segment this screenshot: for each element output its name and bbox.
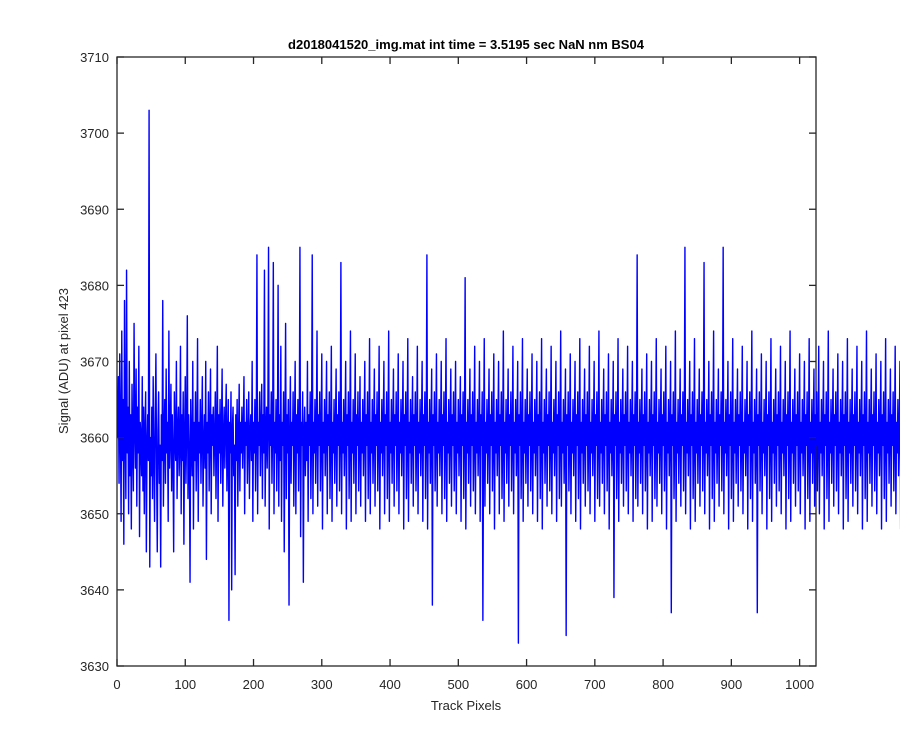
series-layer: [116, 109, 900, 644]
x-tick-label: 500: [447, 677, 469, 692]
x-tick-label: 700: [584, 677, 606, 692]
x-tick-label: 0: [113, 677, 120, 692]
y-axis-label: Signal (ADU) at pixel 423: [56, 288, 71, 434]
series-line-1: [116, 109, 900, 644]
x-tick-label: 1000: [785, 677, 814, 692]
y-axis: 3630 3640 3650 3660 3670 3680 3690 3700 3710: [80, 50, 816, 674]
x-axis-label: Track Pixels: [431, 698, 502, 713]
y-tick-label: 3710: [80, 50, 109, 65]
y-tick-label: 3700: [80, 126, 109, 141]
y-tick-label: 3670: [80, 355, 109, 370]
x-tick-label: 100: [174, 677, 196, 692]
x-tick-label: 300: [311, 677, 333, 692]
y-tick-label: 3650: [80, 507, 109, 522]
y-tick-label: 3690: [80, 202, 109, 217]
x-tick-label: 800: [652, 677, 674, 692]
x-axis: 0 100 200 300 400 500 600 700 800 900 1000: [113, 57, 814, 692]
y-tick-label: 3630: [80, 659, 109, 674]
x-tick-label: 900: [721, 677, 743, 692]
x-tick-label: 200: [243, 677, 265, 692]
y-tick-label: 3640: [80, 583, 109, 598]
x-tick-label: 400: [379, 677, 401, 692]
x-tick-label: 600: [516, 677, 538, 692]
chart-title: d2018041520_img.mat int time = 3.5195 se…: [288, 37, 645, 52]
y-tick-label: 3680: [80, 278, 109, 293]
y-tick-label: 3660: [80, 431, 109, 446]
